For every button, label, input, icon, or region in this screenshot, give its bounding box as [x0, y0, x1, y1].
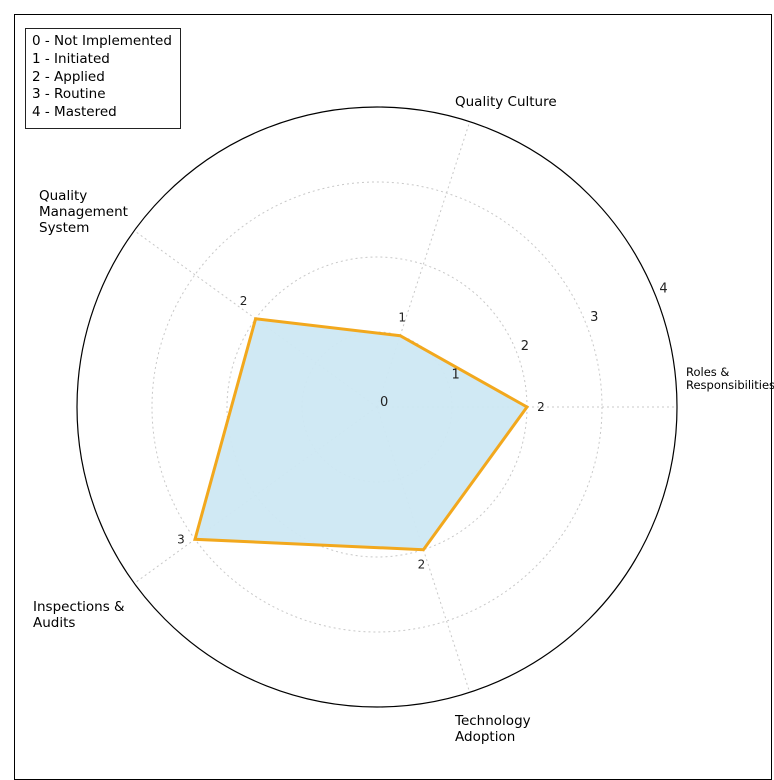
- category-labels: Roles & Responsibilities Quality Culture Qu…: [33, 94, 774, 745]
- radial-tick-label: 3: [590, 310, 598, 325]
- legend: 0 - Not Implemented 1 - Initiated 2 - Ap…: [25, 28, 181, 129]
- data-point-label: 2: [537, 400, 545, 414]
- data-polygon: [193, 317, 530, 552]
- data-point-label: 3: [177, 532, 185, 546]
- radial-tick-label: 0: [380, 395, 388, 410]
- radar-data: [193, 317, 530, 552]
- category-label: Roles & Responsibilities: [686, 365, 774, 392]
- data-point-label: 2: [418, 558, 426, 572]
- radial-tick-label: 4: [659, 281, 667, 296]
- legend-entry: 4 - Mastered: [32, 104, 117, 121]
- radar-ticks: 0 1 2 3 4: [380, 281, 668, 410]
- legend-entry: 3 - Routine: [32, 86, 106, 103]
- legend-entry: 1 - Initiated: [32, 50, 110, 67]
- legend-entry: 0 - Not Implemented: [32, 33, 172, 49]
- category-label: Quality Culture: [455, 94, 557, 110]
- data-point-label: 1: [398, 311, 406, 325]
- data-point-label: 2: [240, 294, 248, 308]
- category-label: Technology Adoption: [454, 713, 531, 745]
- point-labels: 2 1 2 3 2: [177, 294, 545, 572]
- legend-entry: 2 - Applied: [32, 68, 105, 85]
- category-label: Quality Management System: [39, 188, 128, 236]
- outer-circle: [76, 106, 678, 708]
- radial-tick-label: 2: [521, 339, 529, 354]
- category-label: Inspections & Audits: [33, 599, 125, 631]
- radial-tick-label: 1: [452, 368, 460, 383]
